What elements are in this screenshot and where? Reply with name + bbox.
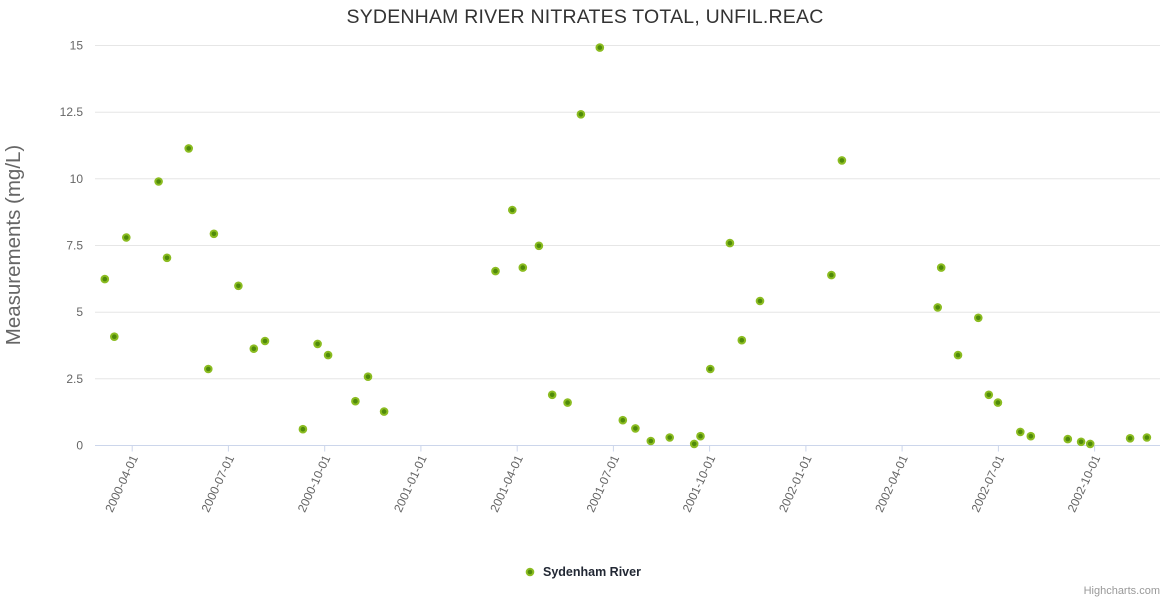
svg-text:2002-04-01: 2002-04-01 [872, 453, 911, 515]
svg-text:5: 5 [76, 305, 83, 319]
svg-text:2001-07-01: 2001-07-01 [583, 453, 622, 515]
svg-text:2.5: 2.5 [66, 372, 83, 386]
svg-text:Sydenham River: Sydenham River [543, 565, 641, 579]
svg-text:2001-01-01: 2001-01-01 [391, 453, 430, 515]
svg-text:2000-04-01: 2000-04-01 [102, 453, 141, 515]
svg-text:12.5: 12.5 [60, 105, 84, 119]
svg-text:2000-07-01: 2000-07-01 [198, 453, 237, 515]
svg-text:2001-04-01: 2001-04-01 [487, 453, 526, 515]
svg-text:7.5: 7.5 [66, 239, 83, 253]
svg-text:10: 10 [70, 172, 84, 186]
svg-text:0: 0 [76, 439, 83, 453]
svg-text:2000-10-01: 2000-10-01 [295, 453, 334, 515]
svg-text:2002-01-01: 2002-01-01 [776, 453, 815, 515]
svg-text:2002-10-01: 2002-10-01 [1065, 453, 1104, 515]
svg-text:15: 15 [70, 39, 84, 53]
svg-text:2001-10-01: 2001-10-01 [680, 453, 719, 515]
svg-text:Measurements (mg/L): Measurements (mg/L) [2, 145, 25, 346]
svg-text:2002-07-01: 2002-07-01 [968, 453, 1007, 515]
